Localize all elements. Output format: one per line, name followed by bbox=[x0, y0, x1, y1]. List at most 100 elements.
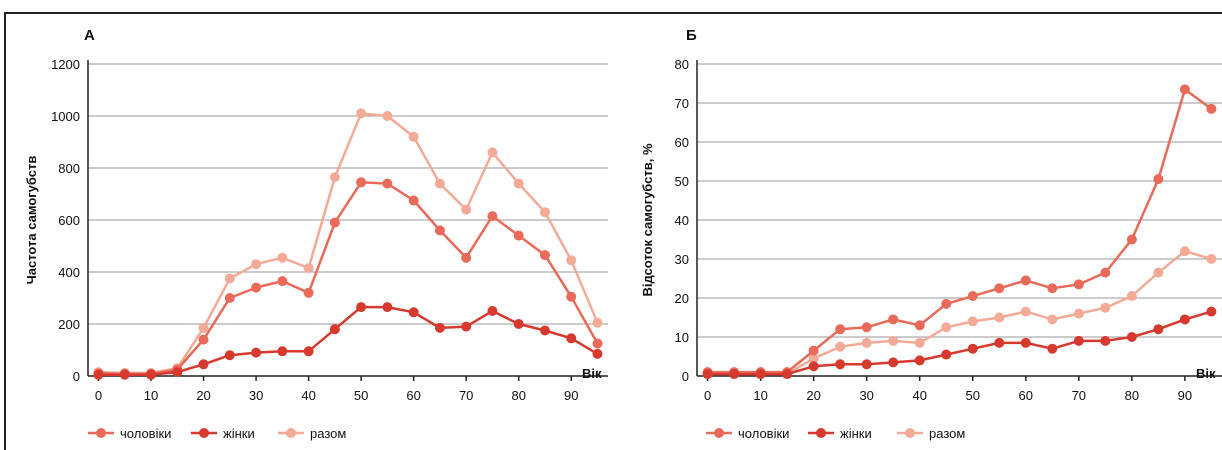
data-point bbox=[782, 369, 793, 380]
data-point bbox=[1126, 332, 1137, 342]
data-point bbox=[434, 322, 445, 333]
data-point bbox=[329, 217, 340, 228]
legend-label: разом bbox=[929, 426, 965, 441]
y-tick-label: 1000 bbox=[51, 109, 80, 124]
data-point bbox=[408, 131, 419, 142]
data-point bbox=[1153, 174, 1164, 185]
data-point bbox=[1020, 306, 1031, 317]
data-point bbox=[1206, 306, 1217, 317]
y-tick-label: 200 bbox=[58, 317, 80, 332]
data-point bbox=[1206, 103, 1217, 114]
y-tick-label: 0 bbox=[682, 369, 689, 384]
data-point bbox=[1073, 308, 1084, 319]
y-tick-label: 0 bbox=[73, 369, 80, 384]
y-tick-label: 40 bbox=[675, 213, 689, 228]
data-point bbox=[1073, 335, 1084, 346]
data-point bbox=[172, 367, 183, 378]
data-point bbox=[303, 263, 314, 274]
data-point bbox=[513, 230, 524, 241]
data-point bbox=[146, 369, 157, 380]
data-point bbox=[835, 324, 846, 335]
data-point bbox=[914, 320, 925, 331]
x-tick-label: 40 bbox=[301, 388, 315, 403]
x-tick-label: 10 bbox=[144, 388, 158, 403]
x-tick-label: 70 bbox=[459, 388, 473, 403]
x-tick-label: 80 bbox=[511, 388, 525, 403]
data-point bbox=[198, 359, 209, 370]
x-tick-label: 10 bbox=[753, 388, 767, 403]
data-point bbox=[729, 369, 740, 380]
y-tick-label: 80 bbox=[675, 57, 689, 72]
data-point bbox=[592, 338, 603, 349]
x-tick-label: 50 bbox=[354, 388, 368, 403]
legend-label: жінки bbox=[840, 426, 872, 441]
y-tick-label: 400 bbox=[58, 265, 80, 280]
data-point bbox=[251, 347, 262, 358]
data-point bbox=[1126, 291, 1137, 302]
data-point bbox=[434, 178, 445, 189]
x-tick-label: 90 bbox=[1178, 388, 1192, 403]
legend-marker bbox=[816, 428, 826, 438]
data-point bbox=[277, 346, 288, 357]
data-point bbox=[967, 343, 978, 354]
legend-label: чоловіки bbox=[738, 426, 789, 441]
data-point bbox=[382, 178, 393, 189]
data-point bbox=[914, 337, 925, 348]
x-tick-label: 0 bbox=[704, 388, 711, 403]
data-point bbox=[329, 324, 340, 335]
data-point bbox=[251, 259, 262, 270]
data-point bbox=[835, 359, 846, 370]
data-point bbox=[461, 321, 472, 332]
data-point bbox=[303, 287, 314, 298]
data-point bbox=[329, 172, 340, 183]
data-point bbox=[539, 325, 550, 336]
data-point bbox=[408, 195, 419, 206]
legend-label: чоловіки bbox=[120, 426, 171, 441]
data-point bbox=[967, 291, 978, 302]
data-point bbox=[967, 316, 978, 327]
x-tick-label: 90 bbox=[564, 388, 578, 403]
data-point bbox=[513, 178, 524, 189]
data-point bbox=[277, 276, 288, 287]
y-tick-label: 1200 bbox=[51, 57, 80, 72]
panel-label: А bbox=[84, 27, 95, 44]
legend-marker bbox=[714, 428, 724, 438]
data-point bbox=[861, 322, 872, 333]
data-point bbox=[539, 207, 550, 218]
y-tick-label: 10 bbox=[675, 330, 689, 345]
data-point bbox=[1073, 279, 1084, 290]
legend-label: разом bbox=[310, 426, 346, 441]
data-point bbox=[1179, 84, 1190, 95]
data-point bbox=[119, 369, 130, 380]
data-point bbox=[224, 273, 235, 284]
panel-label: Б bbox=[686, 27, 697, 44]
x-tick-label: 0 bbox=[95, 388, 102, 403]
legend-marker bbox=[199, 428, 209, 438]
data-point bbox=[941, 322, 952, 333]
data-point bbox=[1047, 314, 1058, 325]
data-point bbox=[566, 333, 577, 344]
y-tick-label: 800 bbox=[58, 161, 80, 176]
x-tick-label: 80 bbox=[1125, 388, 1139, 403]
legend-marker bbox=[96, 428, 106, 438]
data-point bbox=[461, 252, 472, 263]
data-point bbox=[487, 211, 498, 222]
data-point bbox=[487, 147, 498, 158]
data-point bbox=[1047, 283, 1058, 294]
data-point bbox=[1047, 343, 1058, 354]
x-axis-label: Вік bbox=[1196, 366, 1216, 381]
legend-marker bbox=[286, 428, 296, 438]
data-point bbox=[1179, 314, 1190, 325]
y-tick-label: 20 bbox=[675, 291, 689, 306]
series-line-разом bbox=[707, 249, 1212, 376]
series-line-жінки bbox=[707, 310, 1212, 376]
x-tick-label: 70 bbox=[1072, 388, 1086, 403]
data-point bbox=[592, 317, 603, 328]
data-point bbox=[888, 357, 899, 368]
data-point bbox=[434, 225, 445, 236]
data-point bbox=[592, 348, 603, 359]
chart-panel-a: А 0 200 400 600 800 1000 1200 0 10 20 30 40 50 60 70 80 9… bbox=[24, 27, 608, 441]
data-point bbox=[1100, 335, 1111, 346]
data-point bbox=[914, 355, 925, 366]
